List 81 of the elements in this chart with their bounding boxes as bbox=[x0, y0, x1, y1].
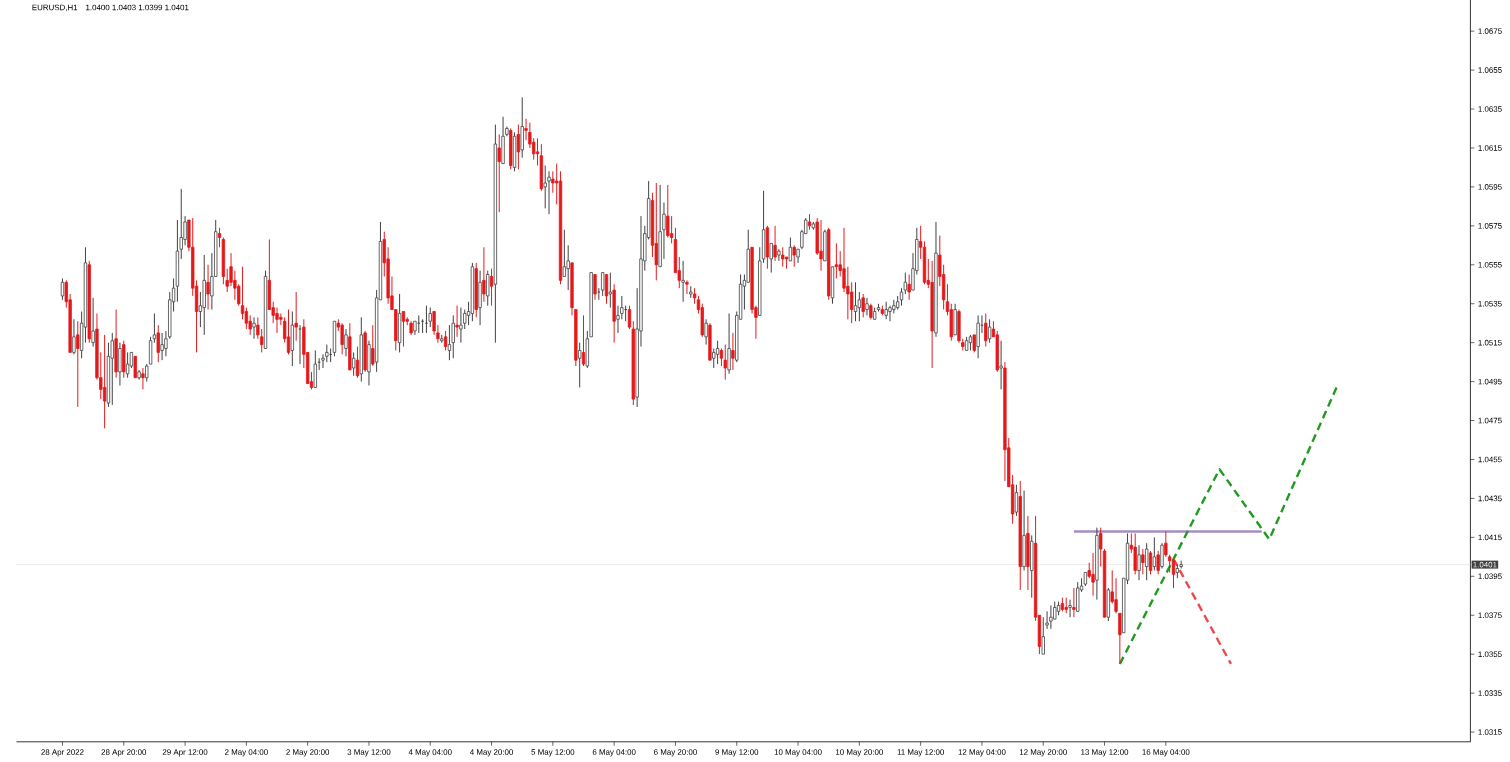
candlestick bbox=[792, 245, 796, 268]
candlestick bbox=[781, 246, 785, 268]
candlestick bbox=[451, 315, 455, 359]
candlestick bbox=[1118, 613, 1122, 665]
candlestick bbox=[60, 278, 65, 301]
candlestick bbox=[76, 320, 80, 408]
candlestick bbox=[834, 243, 839, 280]
candlestick bbox=[371, 324, 375, 367]
candlestick bbox=[578, 342, 582, 389]
candlestick bbox=[593, 274, 597, 301]
candlestick bbox=[562, 229, 567, 278]
candlestick bbox=[1072, 587, 1076, 618]
candlestick bbox=[704, 319, 708, 346]
candlestick bbox=[601, 272, 605, 297]
candlestick bbox=[344, 328, 348, 357]
candlestick bbox=[340, 322, 344, 356]
candlestick bbox=[777, 248, 781, 262]
candlestick bbox=[148, 336, 153, 365]
candlestick bbox=[240, 266, 245, 320]
candlestick bbox=[72, 319, 76, 356]
candlestick bbox=[110, 332, 114, 406]
candlestick bbox=[669, 215, 674, 245]
candlestick bbox=[1099, 527, 1103, 568]
candlestick bbox=[486, 270, 490, 307]
candlestick bbox=[543, 165, 547, 210]
candlestick bbox=[1041, 616, 1045, 655]
candlestick bbox=[152, 313, 157, 344]
candlestick bbox=[865, 297, 869, 317]
candlestick bbox=[999, 340, 1003, 391]
candlestick bbox=[769, 243, 773, 274]
candlestick bbox=[1137, 544, 1141, 581]
candlestick bbox=[1152, 537, 1157, 572]
candlestick bbox=[1049, 605, 1053, 630]
candlestick bbox=[1145, 542, 1149, 581]
candlestick bbox=[723, 344, 727, 381]
candlestick bbox=[447, 324, 452, 361]
candlestick bbox=[328, 348, 333, 363]
candlestick bbox=[861, 293, 865, 319]
candlestick bbox=[907, 274, 911, 301]
candlestick bbox=[1141, 548, 1145, 576]
candlestick bbox=[156, 324, 160, 363]
candlestick bbox=[685, 280, 689, 295]
candlestick bbox=[298, 324, 302, 365]
candlestick bbox=[455, 305, 459, 338]
candlestick bbox=[976, 315, 980, 359]
candlestick bbox=[118, 342, 122, 387]
candlestick bbox=[497, 134, 501, 213]
candlestick bbox=[206, 264, 210, 311]
candlestick bbox=[604, 274, 609, 305]
candlestick bbox=[681, 260, 685, 303]
candlestick bbox=[424, 305, 429, 334]
candlestick bbox=[420, 319, 425, 334]
candlestick bbox=[482, 246, 486, 303]
candlestick bbox=[654, 182, 658, 282]
candlestick bbox=[1160, 542, 1164, 570]
candlestick bbox=[160, 332, 164, 361]
candlestick bbox=[666, 184, 670, 239]
candlestick bbox=[819, 219, 823, 272]
candlestick bbox=[294, 291, 298, 342]
candlestick bbox=[788, 237, 793, 262]
candlestick bbox=[773, 225, 777, 262]
candlestick bbox=[1133, 533, 1137, 576]
candlestick bbox=[91, 297, 95, 348]
candlestick bbox=[459, 307, 463, 344]
candlestick bbox=[133, 355, 137, 379]
candlestick bbox=[853, 282, 858, 322]
candlestick bbox=[1156, 550, 1160, 576]
candlestick bbox=[252, 317, 256, 340]
candlestick bbox=[984, 313, 988, 348]
candlestick bbox=[623, 305, 628, 322]
candlestick bbox=[520, 97, 524, 159]
candlestick bbox=[1148, 550, 1153, 576]
candlestick bbox=[1068, 599, 1072, 618]
candlestick bbox=[141, 367, 145, 391]
candlestick bbox=[731, 332, 735, 371]
candlestick bbox=[351, 352, 356, 377]
candlestick bbox=[1076, 581, 1080, 613]
candlestick bbox=[1091, 552, 1095, 597]
candlestick bbox=[286, 309, 291, 356]
candlestick bbox=[727, 313, 731, 375]
candlestick bbox=[1014, 484, 1019, 517]
